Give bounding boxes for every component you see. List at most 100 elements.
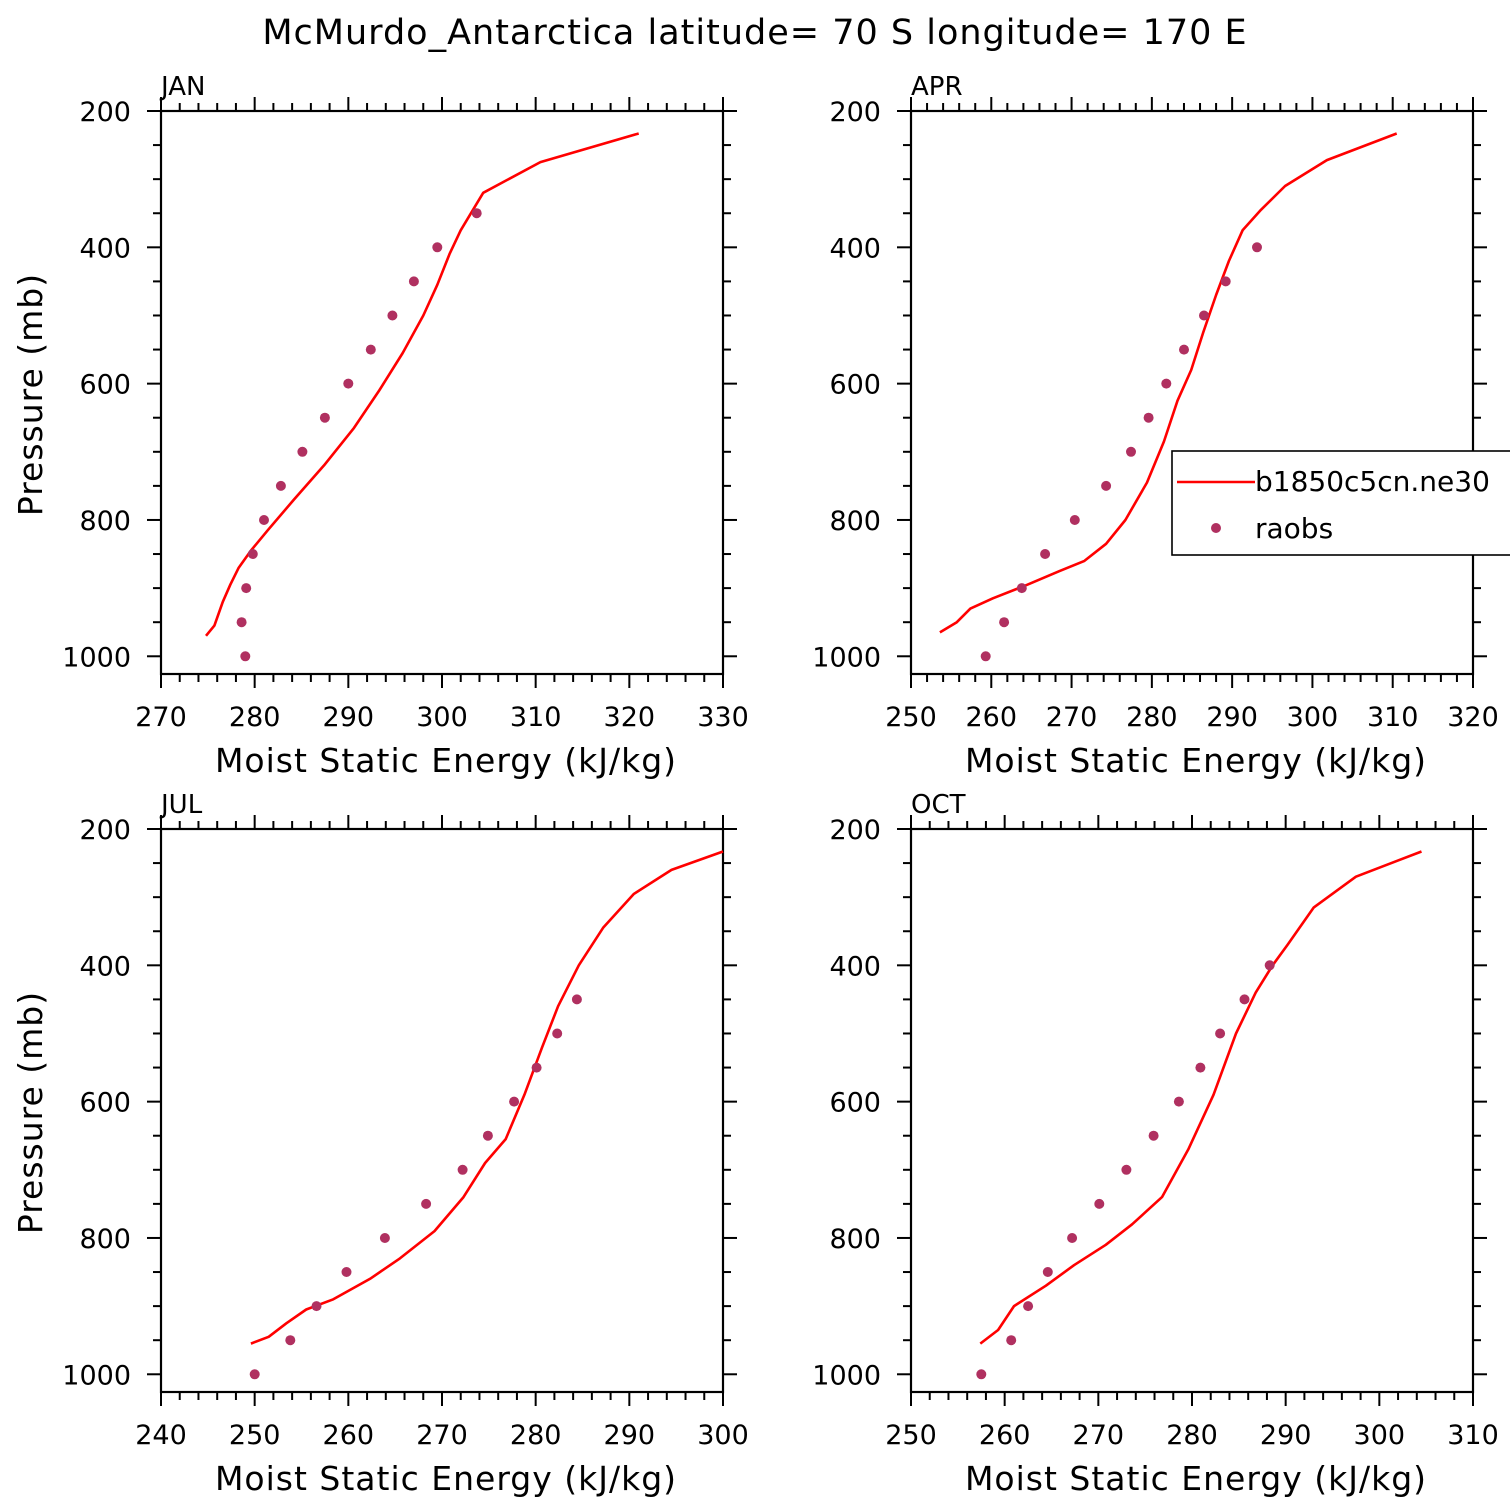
x-axis-title: Moist Static Energy (kJ/kg) (965, 1459, 1427, 1498)
raobs-point (571, 994, 582, 1005)
panel-label: JUL (159, 790, 203, 820)
legend-label-model: b1850c5cn.ne30 (1255, 465, 1490, 498)
x-tick-label: 280 (1126, 702, 1178, 733)
raobs-point (249, 1369, 260, 1380)
raobs-point (1161, 378, 1172, 389)
x-tick-label: 330 (697, 702, 749, 733)
raobs-point (531, 1062, 542, 1073)
raobs-point (1006, 1335, 1017, 1346)
raobs-point (1069, 515, 1080, 525)
raobs-point (365, 344, 376, 355)
x-tick-label: 290 (604, 1420, 656, 1451)
x-tick-label: 310 (1447, 1420, 1499, 1451)
raobs-point (343, 378, 354, 389)
legend: b1850c5cn.ne30 raobs (1171, 450, 1510, 556)
raobs-point (1023, 1301, 1034, 1312)
raobs-point (408, 276, 419, 287)
y-tick-label: 800 (829, 506, 881, 537)
raobs-point (1067, 1233, 1078, 1243)
y-axis-title: Pressure (mb) (11, 273, 50, 516)
raobs-point (247, 549, 258, 559)
y-tick-label: 1000 (62, 1360, 131, 1391)
x-tick-label: 260 (979, 1420, 1031, 1451)
raobs-point (1179, 344, 1189, 355)
raobs-point (1173, 1096, 1184, 1107)
y-tick-label: 600 (79, 1088, 131, 1119)
x-tick-label: 280 (1166, 1420, 1218, 1451)
raobs-point (482, 1130, 493, 1141)
panel-label: JAN (159, 72, 205, 102)
x-tick-label: 310 (1367, 702, 1419, 733)
raobs-point (1264, 960, 1275, 971)
x-axis-title: Moist Static Energy (kJ/kg) (965, 741, 1427, 780)
raobs-point (552, 1028, 563, 1039)
panel-label: OCT (911, 790, 966, 820)
x-tick-label: 250 (229, 1420, 281, 1451)
y-tick-label: 400 (79, 951, 131, 982)
x-tick-label: 300 (1354, 1420, 1406, 1451)
y-tick-label: 200 (79, 815, 131, 846)
raobs-point (1239, 994, 1250, 1005)
raobs-point (421, 1198, 432, 1209)
y-tick-label: 600 (829, 370, 881, 401)
figure-title: McMurdo_Antarctica latitude= 70 S longit… (262, 13, 1247, 53)
y-tick-label: 200 (829, 97, 881, 128)
y-axis-title: Pressure (mb) (11, 991, 50, 1234)
panels-container: JAN 270 280 290 300 310 320 330 200 400 600 800 1000… (11, 72, 1499, 1498)
x-tick-label: 290 (1260, 1420, 1312, 1451)
x-axis-title: Moist Static Energy (kJ/kg) (215, 1459, 677, 1498)
x-tick-label: 290 (1206, 702, 1258, 733)
legend-box (1171, 450, 1510, 556)
raobs-point (1215, 1028, 1226, 1039)
x-tick-label: 300 (1287, 702, 1339, 733)
raobs-point (999, 617, 1010, 628)
raobs-point (1199, 310, 1209, 321)
x-tick-label: 260 (323, 1420, 375, 1451)
raobs-point (1143, 412, 1154, 423)
raobs-point (1121, 1164, 1132, 1175)
raobs-point (457, 1164, 468, 1175)
raobs-point (1148, 1130, 1159, 1141)
raobs-point (1042, 1267, 1053, 1277)
x-tick-label: 280 (510, 1420, 562, 1451)
raobs-point (319, 412, 330, 423)
x-tick-label: 270 (416, 1420, 468, 1451)
raobs-point (1252, 242, 1262, 253)
x-tick-label: 270 (1046, 702, 1098, 733)
panel-apr: APR 250 260 270 280 290 300 310 320 200 400 600 800 1… (812, 72, 1498, 780)
y-tick-label: 400 (79, 233, 131, 264)
plot-frame (909, 827, 1475, 1394)
y-tick-label: 600 (829, 1088, 881, 1119)
raobs-point (297, 446, 308, 457)
y-tick-label: 800 (79, 1224, 131, 1255)
y-tick-label: 600 (79, 370, 131, 401)
raobs-point (509, 1096, 520, 1107)
panel-oct: OCT 250 260 270 280 290 300 310 200 400 600 800 1000… (812, 790, 1498, 1498)
raobs-point (387, 310, 398, 321)
y-tick-label: 200 (829, 815, 881, 846)
panel-jan: JAN 270 280 290 300 310 320 330 200 400 600 800 1000… (11, 72, 749, 780)
x-tick-label: 270 (135, 702, 187, 733)
raobs-point (341, 1267, 352, 1277)
x-tick-label: 240 (135, 1420, 187, 1451)
raobs-point (1094, 1198, 1105, 1209)
x-tick-label: 310 (510, 702, 562, 733)
legend-label-raobs: raobs (1255, 512, 1333, 545)
series-line-model (250, 850, 724, 1345)
y-tick-label: 1000 (812, 1360, 881, 1391)
raobs-point (1126, 446, 1136, 457)
legend-marker-swatch (1211, 523, 1221, 533)
y-tick-label: 1000 (812, 642, 881, 673)
panel-jul: JUL 240 250 260 270 280 290 300 200 400 600 800 1000… (11, 790, 749, 1498)
x-tick-label: 250 (885, 1420, 937, 1451)
x-tick-label: 300 (697, 1420, 749, 1451)
series-line-model (204, 132, 640, 637)
raobs-point (976, 1369, 987, 1380)
raobs-point (1195, 1062, 1206, 1073)
raobs-point (275, 480, 286, 491)
raobs-point (980, 651, 991, 662)
raobs-point (471, 208, 482, 219)
x-tick-label: 270 (1073, 1420, 1125, 1451)
raobs-point (432, 242, 443, 253)
